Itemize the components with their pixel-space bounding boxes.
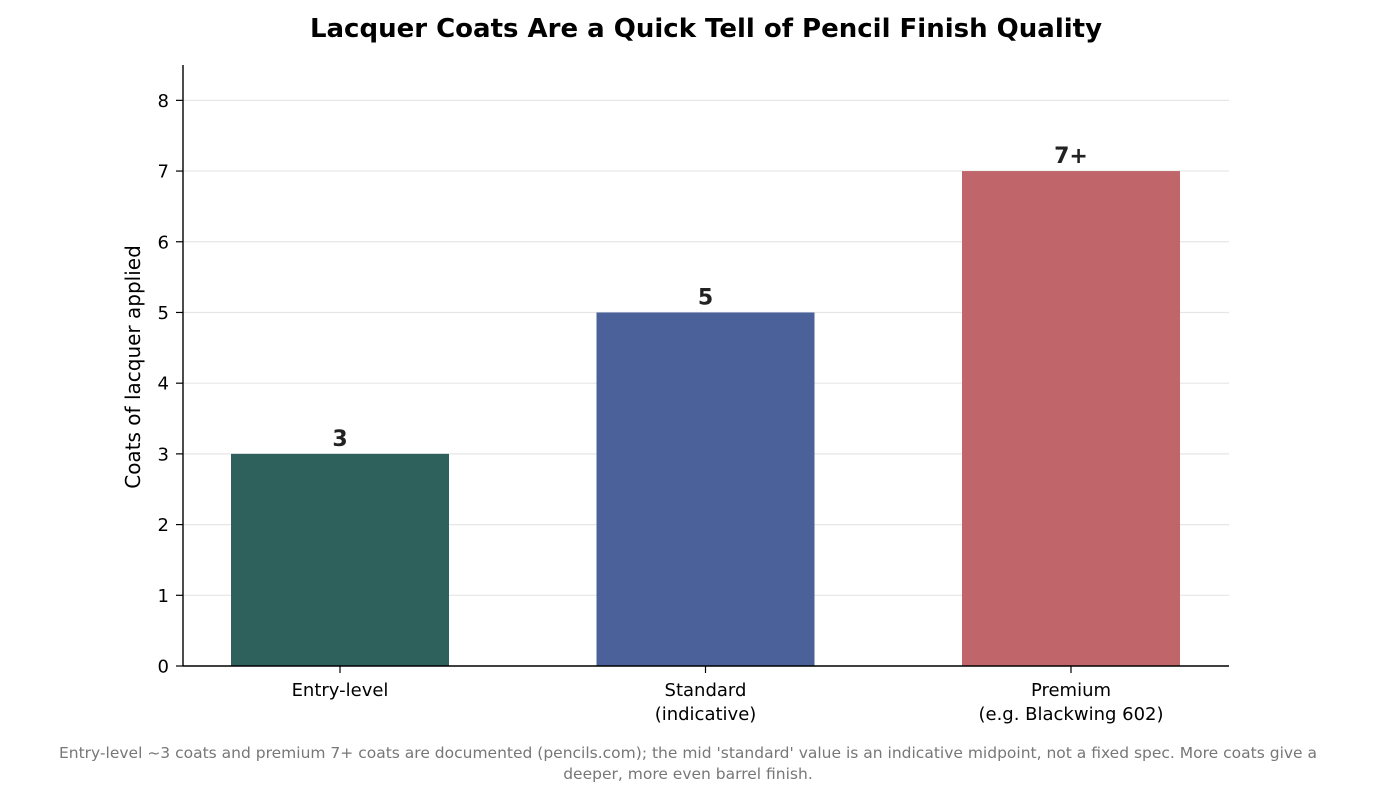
footnote-line-2: deeper, more even barrel finish. [563, 765, 813, 783]
x-tick-label-0-line-0: Entry-level [292, 680, 389, 701]
y-tick-label-6: 6 [158, 232, 169, 253]
y-tick-label-8: 8 [158, 91, 169, 112]
data-label-1: 5 [698, 285, 713, 310]
bar-1 [596, 312, 815, 666]
y-axis-label: Coats of lacquer applied [121, 245, 145, 489]
x-tick-label-1-line-1: (indicative) [655, 704, 757, 725]
y-tick-label-5: 5 [158, 303, 169, 324]
data-labels: 3 5 7+ [332, 144, 1088, 452]
bars [231, 171, 1180, 666]
chart-title: Lacquer Coats Are a Quick Tell of Pencil… [310, 14, 1102, 44]
x-tick-label-2: Premium (e.g. Blackwing 602) [978, 680, 1163, 725]
x-ticks: Entry-level Standard (indicative) Premium (e… [292, 666, 1164, 725]
y-tick-label-4: 4 [158, 374, 169, 395]
data-label-0: 3 [332, 427, 347, 452]
bar-0 [231, 453, 449, 666]
y-ticks: 0 1 2 3 4 5 6 7 8 [158, 91, 183, 678]
x-tick-label-1-line-0: Standard [665, 680, 747, 701]
footnote: Entry-level ~3 coats and premium 7+ coat… [59, 744, 1317, 783]
bar-2 [962, 171, 1180, 666]
x-tick-label-0: Entry-level [292, 680, 389, 701]
y-tick-label-3: 3 [158, 444, 169, 465]
y-tick-label-7: 7 [158, 162, 169, 183]
x-tick-label-2-line-0: Premium [1031, 680, 1111, 701]
x-tick-label-1: Standard (indicative) [655, 680, 757, 725]
y-tick-label-2: 2 [158, 515, 169, 536]
y-tick-label-0: 0 [158, 657, 169, 678]
footnote-line-1: Entry-level ~3 coats and premium 7+ coat… [59, 744, 1317, 762]
data-label-2: 7+ [1054, 144, 1088, 169]
y-tick-label-1: 1 [158, 586, 169, 607]
x-tick-label-2-line-1: (e.g. Blackwing 602) [978, 704, 1163, 725]
